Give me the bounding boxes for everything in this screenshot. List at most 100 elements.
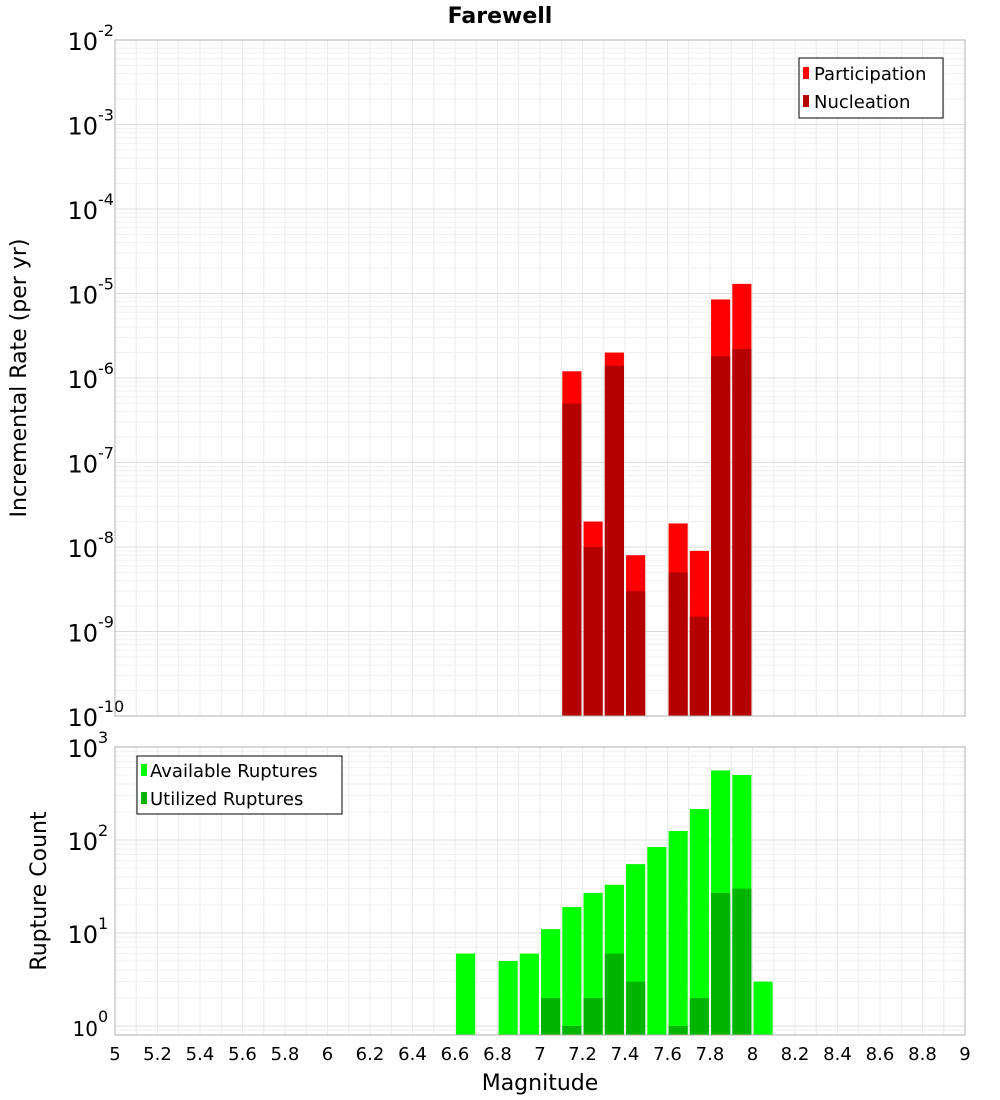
x-tick-label: 6.4 bbox=[398, 1044, 427, 1065]
x-tick-label: 5.8 bbox=[271, 1044, 300, 1065]
bar-available-ruptures bbox=[689, 809, 709, 1035]
y-tick-exponent: -10 bbox=[98, 697, 124, 716]
y-tick-label: 10 bbox=[67, 535, 98, 563]
rate-bars bbox=[562, 283, 752, 716]
x-tick-label: 7.6 bbox=[653, 1044, 682, 1065]
nucleation-legend-swatch bbox=[803, 95, 809, 107]
available-legend-label: Available Ruptures bbox=[150, 761, 318, 782]
bar-nucleation bbox=[626, 591, 646, 716]
rate-legend-box bbox=[798, 57, 944, 119]
bar-nucleation bbox=[711, 356, 731, 716]
x-tick-label: 5.6 bbox=[228, 1044, 257, 1065]
rate-plot-frame bbox=[114, 39, 966, 717]
count-y-axis-label: Rupture Count bbox=[27, 811, 52, 971]
bar-utilized-ruptures bbox=[689, 997, 709, 1035]
participation-legend-swatch bbox=[803, 67, 809, 79]
bar-available-ruptures bbox=[456, 953, 476, 1035]
y-tick-label: 10 bbox=[67, 197, 98, 225]
available-legend-swatch bbox=[141, 764, 147, 776]
utilized-legend-swatch bbox=[141, 792, 147, 804]
bar-nucleation bbox=[668, 572, 688, 716]
y-tick-label: 10 bbox=[73, 1017, 98, 1041]
x-tick-label: 7 bbox=[534, 1044, 545, 1065]
bar-nucleation bbox=[689, 616, 709, 716]
y-tick-label: 10 bbox=[67, 921, 98, 949]
count-bars bbox=[456, 770, 773, 1035]
bar-utilized-ruptures bbox=[541, 997, 561, 1035]
y-tick-label: 10 bbox=[67, 451, 98, 479]
bar-utilized-ruptures bbox=[711, 892, 731, 1035]
rate-y-axis-label: Incremental Rate (per yr) bbox=[7, 239, 32, 518]
rate-gridlines bbox=[115, 40, 965, 716]
x-tick-label: 7.4 bbox=[611, 1044, 640, 1065]
x-axis-label: Magnitude bbox=[482, 1071, 599, 1096]
bar-utilized-ruptures bbox=[668, 1025, 688, 1035]
x-tick-label: 6.2 bbox=[356, 1044, 385, 1065]
chart-title: Farewell bbox=[448, 4, 553, 29]
participation-legend-label: Participation bbox=[814, 64, 926, 85]
bar-available-ruptures bbox=[647, 847, 667, 1035]
y-tick-exponent: -5 bbox=[98, 275, 114, 294]
y-tick-label: 10 bbox=[67, 366, 98, 394]
bar-nucleation bbox=[604, 365, 624, 716]
x-tick-label: 6 bbox=[322, 1044, 333, 1065]
bar-available-ruptures bbox=[753, 981, 773, 1035]
y-tick-label: 10 bbox=[67, 620, 98, 648]
x-tick-label: 5 bbox=[109, 1044, 120, 1065]
count-gridlines bbox=[115, 747, 965, 1035]
bar-utilized-ruptures bbox=[732, 888, 752, 1035]
x-tick-label: 5.2 bbox=[143, 1044, 172, 1065]
y-tick-exponent: -4 bbox=[98, 190, 114, 209]
y-tick-label: 10 bbox=[67, 704, 98, 732]
bar-utilized-ruptures bbox=[604, 953, 624, 1035]
x-tick-label: 9 bbox=[959, 1044, 970, 1065]
y-tick-exponent: -2 bbox=[98, 21, 114, 40]
utilized-legend-label: Utilized Ruptures bbox=[150, 789, 303, 810]
count-legend: Available Ruptures Utilized Ruptures bbox=[136, 755, 343, 815]
x-tick-label: 8 bbox=[747, 1044, 758, 1065]
bar-nucleation bbox=[732, 349, 752, 716]
x-tick-label: 7.8 bbox=[696, 1044, 725, 1065]
y-tick-exponent: -7 bbox=[98, 444, 114, 463]
bar-available-ruptures bbox=[498, 960, 518, 1035]
bar-available-ruptures bbox=[562, 907, 582, 1035]
bar-utilized-ruptures bbox=[583, 997, 603, 1035]
y-tick-exponent: 0 bbox=[98, 1007, 108, 1026]
y-tick-exponent: -6 bbox=[98, 359, 114, 378]
y-tick-label: 10 bbox=[67, 735, 98, 763]
y-tick-exponent: -9 bbox=[98, 613, 114, 632]
count-plot-frame bbox=[114, 746, 966, 1036]
x-tick-label: 8.4 bbox=[823, 1044, 852, 1065]
y-tick-label: 10 bbox=[67, 28, 98, 56]
bar-available-ruptures bbox=[519, 953, 539, 1035]
x-tick-label: 5.4 bbox=[186, 1044, 215, 1065]
y-tick-label: 10 bbox=[67, 282, 98, 310]
bar-available-ruptures bbox=[668, 830, 688, 1035]
y-tick-exponent: -3 bbox=[98, 106, 114, 125]
x-tick-label: 8.2 bbox=[781, 1044, 810, 1065]
x-tick-label: 6.6 bbox=[441, 1044, 470, 1065]
x-tick-label: 6.8 bbox=[483, 1044, 512, 1065]
bar-nucleation bbox=[583, 547, 603, 716]
bar-utilized-ruptures bbox=[562, 1025, 582, 1035]
x-tick-label: 7.2 bbox=[568, 1044, 597, 1065]
x-tick-label: 8.6 bbox=[866, 1044, 895, 1065]
count-legend-box bbox=[136, 755, 343, 815]
rate-legend: Participation Nucleation bbox=[798, 57, 944, 119]
x-axis-ticks: 5 5.2 5.4 5.6 5.8 6 6.2 6.4 6.6 6.8 7 7.2 7.4 7.6 7.8 8… bbox=[109, 1044, 970, 1065]
y-tick-exponent: 1 bbox=[98, 914, 108, 933]
y-tick-label: 10 bbox=[67, 828, 98, 856]
nucleation-legend-label: Nucleation bbox=[814, 92, 910, 113]
y-tick-exponent: -8 bbox=[98, 528, 114, 547]
y-tick-exponent: 2 bbox=[98, 821, 108, 840]
y-tick-label: 10 bbox=[67, 113, 98, 141]
x-tick-label: 8.8 bbox=[908, 1044, 937, 1065]
bar-utilized-ruptures bbox=[626, 981, 646, 1035]
y-tick-exponent: 3 bbox=[98, 728, 108, 747]
bar-nucleation bbox=[562, 403, 582, 716]
